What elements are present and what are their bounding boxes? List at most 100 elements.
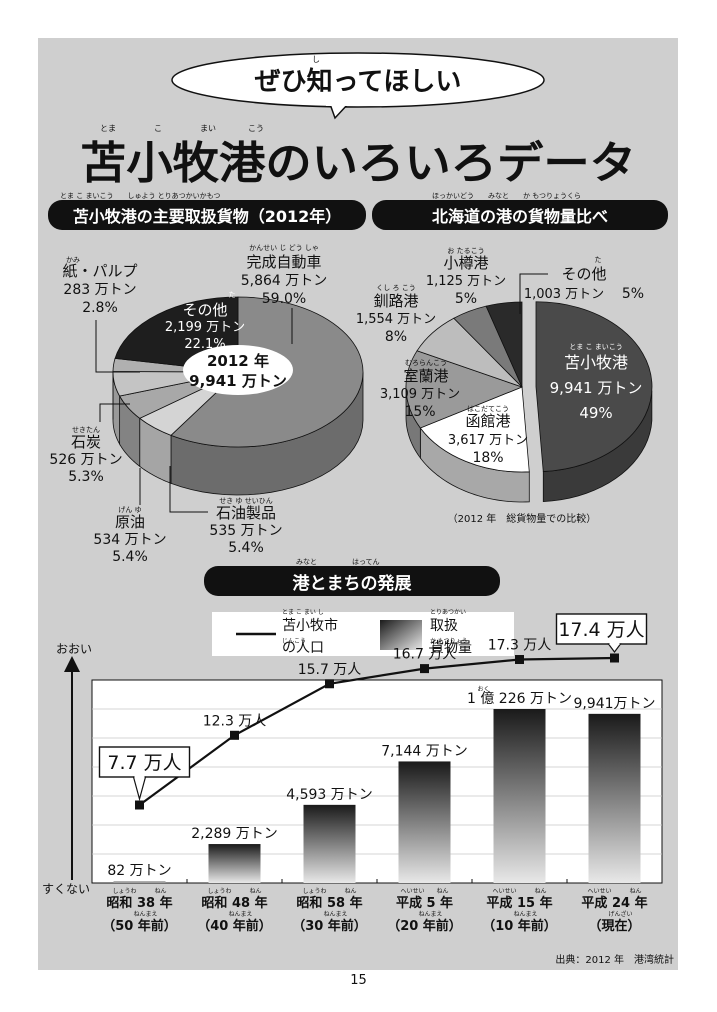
- pie1-center-year: 2012 年: [207, 352, 269, 370]
- pie1-label-pct-3: 5.3%: [68, 469, 104, 485]
- legend-bar-swatch: [380, 620, 422, 650]
- x-ago-ruby-4: ねんまえ: [513, 911, 537, 918]
- pie1-label-ruby-0: かんせい じ どう しゃ: [249, 244, 319, 252]
- pie2-title: 北海道の港の貨物量比べ: [432, 207, 608, 226]
- pie1-label-amount-0: 5,864 万トン: [241, 273, 328, 289]
- y-axis: おおい すくない: [42, 642, 92, 896]
- cargo-label-1: 2,289 万トン: [191, 826, 278, 842]
- pie1-header: とま こ まいこう しゅよう とりあつかいかもつ 苫小牧港の主要取扱貨物（201…: [48, 192, 366, 230]
- population-series: [135, 653, 619, 810]
- pie1-label-pct-1: 5.4%: [228, 540, 264, 556]
- x-ago-ruby-2: ねんまえ: [323, 911, 347, 918]
- x-era-5: 平成 24 年: [581, 895, 647, 911]
- pie1-label-ruby-1: せき ゆ せいひん: [219, 497, 272, 505]
- x-era-ruby-5: へいせい ねん: [587, 888, 641, 895]
- pie2-label-amount-1: 3,617 万トン: [448, 433, 528, 448]
- x-era-3: 平成 5 年: [396, 895, 453, 911]
- pie2-label-pct-5: 5%: [622, 286, 644, 302]
- pie1-title-ruby: とま こ まいこう しゅよう とりあつかいかもつ: [60, 192, 220, 200]
- pie1-label-amount-2: 534 万トン: [93, 532, 166, 548]
- bubble-title: ぜひ知ってほしい: [255, 67, 462, 97]
- population-point-0: [135, 800, 144, 810]
- legend-1-ruby-bottom: か もつりょう: [430, 638, 468, 645]
- x-ago-5: （現在）: [588, 918, 640, 934]
- x-era-ruby-4: へいせい ねん: [492, 888, 546, 895]
- pie2-label-pct-4: 5%: [455, 291, 477, 307]
- pie2-label-amount-3: 1,554 万トン: [356, 312, 436, 327]
- legend-1-label-1: 取扱: [430, 618, 458, 634]
- cargo-bar-1: [208, 844, 261, 883]
- pie2-label-ruby-4: お たるこう: [447, 247, 484, 255]
- pie2-header: ほっかいどう みなと か もつりょうくら 北海道の港の貨物量比べ: [372, 192, 668, 230]
- pie2-label-pct-3: 8%: [385, 329, 407, 345]
- bar-labels: 82 万トン 2,289 万トン 4,593 万トン 7,144 万トン 1 億 226…: [107, 686, 655, 879]
- title-bubble: し ぜひ知ってほしい: [171, 52, 545, 120]
- legend-0-ruby-top: とま こ まい し: [282, 609, 324, 616]
- population-point-2: [325, 679, 334, 689]
- pie2-label-ruby-2: むろらんこう: [405, 359, 447, 367]
- pie1-label-name-5: その他: [182, 301, 227, 319]
- x-ago-ruby-1: ねんまえ: [228, 911, 252, 918]
- cargo-label-5: 9,941万トン: [573, 696, 655, 712]
- main-title-group: とま こ まい こう 苫小牧港のいろいろデータ: [80, 124, 636, 189]
- legend-0-ruby-bottom: じんこう: [282, 638, 306, 645]
- population-label-4: 17.3 万人: [488, 638, 552, 654]
- x-era-ruby-2: しょうわ ねん: [302, 888, 356, 895]
- pie2-label-amount-4: 1,125 万トン: [426, 274, 506, 289]
- x-era-4: 平成 15 年: [486, 895, 552, 911]
- cargo-bar-0: [113, 881, 166, 883]
- pie2-label-name-0: 苫小牧港: [564, 353, 628, 372]
- growth-legend: とま こ まい し じんこう 苫小牧市 の人口 とりあつかい か もつりょう 取…: [212, 609, 514, 656]
- pie1-label-amount-3: 526 万トン: [49, 452, 122, 468]
- growth-header: みなと はってん 港とまちの発展: [204, 558, 500, 596]
- y-bottom-label: すくない: [42, 882, 90, 896]
- x-ago-ruby-3: ねんまえ: [418, 911, 442, 918]
- pie1-label-ruby-3: せきたん: [72, 426, 100, 434]
- pie1-label-pct-2: 5.4%: [112, 549, 148, 565]
- pie2-label-ruby-1: はこだてこう: [467, 405, 509, 413]
- pie1-label-name-3: 石炭: [71, 433, 101, 451]
- pie1-label-amount-1: 535 万トン: [209, 523, 282, 539]
- pie2-label-pct-0: 49%: [579, 404, 612, 422]
- pie1-label-amount-4: 283 万トン: [63, 282, 136, 298]
- population-label-0: 7.7 万人: [107, 752, 181, 774]
- pie1-label-amount-5: 2,199 万トン: [165, 320, 245, 335]
- population-labels: 7.7 万人 12.3 万人 15.7 万人 16.7 万人 17.3 万人 17.4 万…: [98, 613, 648, 802]
- pie1-label-name-4: 紙・パルプ: [62, 262, 137, 280]
- bar-series: [113, 709, 641, 883]
- pie1-label-ruby-2: げん ゆ: [118, 505, 141, 514]
- population-label-5: 17.4 万人: [558, 619, 644, 641]
- page-number: 15: [350, 973, 367, 988]
- legend-1-label-2: 貨物量: [430, 639, 472, 656]
- cargo-label-ruby-4: おく: [478, 686, 490, 693]
- plot-gridlines: [92, 708, 662, 883]
- population-label-3: 16.7 万人: [393, 647, 457, 663]
- main-title-ruby-3: こう: [248, 124, 264, 133]
- pie1-label-name-1: 石油製品: [216, 504, 276, 522]
- pie2-label-name-2: 室蘭港: [403, 367, 448, 385]
- pie1-label-ruby-5: た: [229, 291, 236, 299]
- x-era-ruby-3: へいせい ねん: [400, 888, 448, 895]
- legend-1-ruby-top: とりあつかい: [430, 609, 466, 616]
- pie1-label-pct-4: 2.8%: [82, 300, 118, 316]
- cargo-label-3: 7,144 万トン: [381, 743, 468, 759]
- source-note: 出典：2012 年 港湾統計: [555, 953, 674, 966]
- pie2-labels: お たるこう 小樽港 1,125 万トン 5% た その他 1,003 万トン …: [356, 247, 644, 525]
- x-ago-2: （30 年前）: [292, 918, 367, 934]
- population-callout-5: 17.4 万人: [555, 613, 648, 653]
- cargo-bar-2: [303, 804, 356, 883]
- x-ago-0: （50 年前）: [102, 918, 177, 934]
- population-point-3: [420, 664, 429, 674]
- pie2-label-name-1: 函館港: [465, 412, 510, 430]
- pie2-label-ruby-5: た: [595, 256, 602, 264]
- pie2-label-ruby-0: とま こ まいこう: [569, 343, 622, 351]
- x-era-ruby-1: しょうわ ねん: [207, 888, 261, 895]
- x-ago-1: （40 年前）: [197, 918, 272, 934]
- pie2-label-name-3: 釧路港: [373, 292, 418, 310]
- population-point-1: [230, 730, 239, 740]
- pie1-label-ruby-4: かみ: [66, 256, 80, 264]
- pie2-label-amount-5: 1,003 万トン: [524, 287, 604, 302]
- main-title-ruby-0: とま: [100, 124, 116, 133]
- x-era-ruby-0: しょうわ ねん: [112, 888, 166, 895]
